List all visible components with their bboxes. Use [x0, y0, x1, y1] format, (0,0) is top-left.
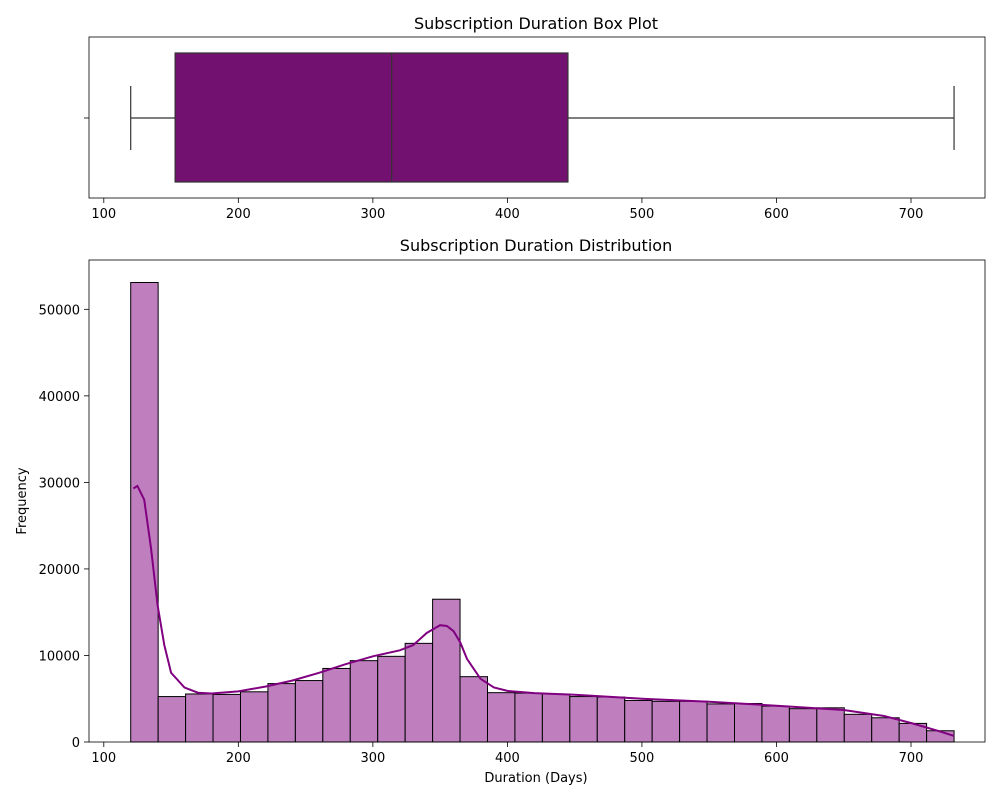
- boxplot-panel: Subscription Duration Box Plot 100 200 300…: [84, 14, 986, 222]
- histogram-x-tick-label: 500: [630, 751, 655, 766]
- histogram-frame: [88, 259, 986, 743]
- histogram-bar: [596, 696, 626, 743]
- boxplot-x-tick-label: 300: [360, 207, 385, 222]
- histogram-title: Subscription Duration Distribution: [400, 236, 672, 255]
- histogram-bar: [349, 660, 379, 743]
- histogram-bar: [679, 700, 708, 743]
- histogram-bar: [788, 708, 818, 743]
- boxplot-frame: [88, 36, 986, 199]
- histogram-x-tick-label: 600: [764, 751, 789, 766]
- histogram-y-axis: 0 10000 20000 30000 40000 50000: [39, 303, 89, 751]
- y-axis-label: Frequency: [15, 467, 30, 534]
- histogram-x-tick-label: 700: [899, 751, 924, 766]
- histogram-y-tick-label: 20000: [39, 563, 80, 578]
- histogram-bar: [294, 680, 324, 743]
- histogram-bar: [130, 281, 159, 743]
- histogram-panel: Subscription Duration Distribution 100 20…: [15, 236, 986, 786]
- boxplot-x-tick-label: 700: [899, 207, 924, 222]
- histogram-bar: [871, 717, 900, 743]
- histogram-bar: [185, 693, 214, 743]
- histogram-y-tick-label: 0: [72, 736, 80, 751]
- histogram-bar: [432, 598, 461, 743]
- histogram-bar: [322, 667, 351, 743]
- histogram-y-tick-label: 10000: [39, 649, 80, 664]
- histogram-bar: [569, 696, 598, 743]
- boxplot-marks: [130, 52, 955, 183]
- histogram-x-tick-label: 300: [360, 751, 385, 766]
- histogram-bar: [816, 707, 845, 743]
- histogram-bar: [486, 692, 516, 743]
- iqr-box: [174, 52, 569, 183]
- histogram-y-tick-label: 40000: [39, 390, 80, 405]
- boxplot-x-axis: 100 200 300 400 500 600 700: [91, 198, 923, 222]
- histogram-bar: [157, 696, 187, 743]
- histogram-bar: [514, 692, 543, 743]
- histogram-bar: [733, 702, 763, 743]
- histogram-y-tick-label: 50000: [39, 303, 80, 318]
- histogram-x-tick-label: 400: [495, 751, 520, 766]
- histogram-x-tick-label: 100: [91, 751, 116, 766]
- x-axis-label: Duration (Days): [484, 771, 587, 786]
- boxplot-x-tick-label: 600: [764, 207, 789, 222]
- kde-curve: [132, 484, 955, 737]
- histogram-bar: [377, 655, 406, 743]
- histogram-bar: [651, 700, 681, 743]
- histogram-bar: [761, 705, 790, 743]
- boxplot-x-tick-label: 100: [91, 207, 116, 222]
- histogram-y-tick-label: 30000: [39, 476, 80, 491]
- histogram-bar: [541, 693, 571, 743]
- histogram-bar: [706, 703, 735, 743]
- histogram-bar: [843, 713, 873, 743]
- histogram-bar: [212, 693, 241, 743]
- histogram-x-tick-label: 200: [226, 751, 251, 766]
- boxplot-title: Subscription Duration Box Plot: [414, 14, 658, 33]
- histogram-bar: [239, 691, 269, 743]
- histogram-bar: [459, 676, 488, 743]
- boxplot-x-tick-label: 200: [226, 207, 251, 222]
- histogram-bar: [404, 642, 434, 743]
- histogram-bar: [624, 699, 653, 743]
- kde-layer: [132, 484, 955, 737]
- histogram-bars: [130, 281, 955, 743]
- histogram-bar: [267, 683, 296, 743]
- boxplot-x-tick-label: 400: [495, 207, 520, 222]
- boxplot-x-tick-label: 500: [630, 207, 655, 222]
- histogram-x-axis: 100 200 300 400 500 600 700: [91, 742, 923, 766]
